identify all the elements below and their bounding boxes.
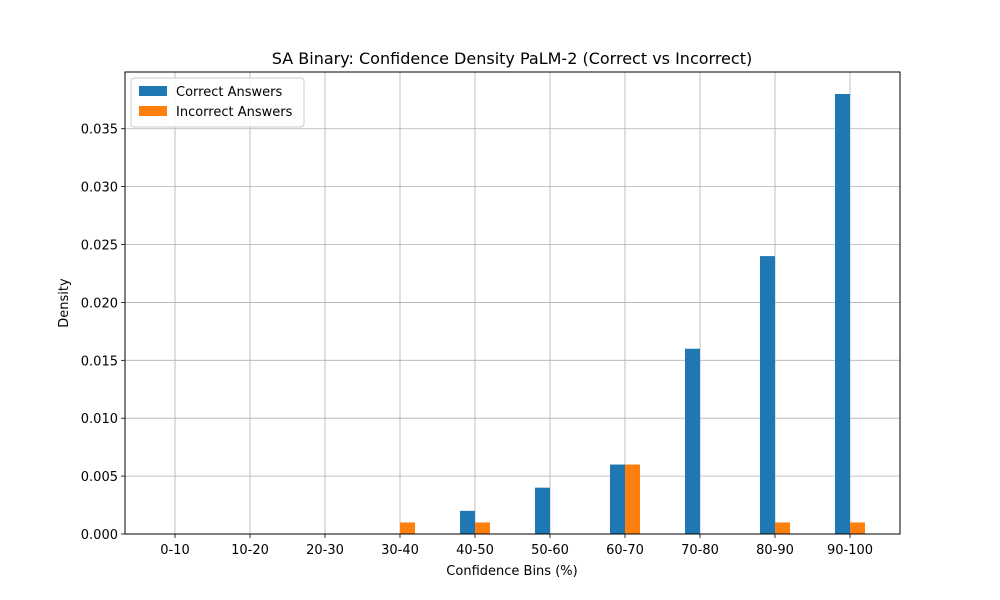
bar-incorrect-30-40 <box>400 522 415 534</box>
bar-incorrect-90-100 <box>850 522 865 534</box>
bar-correct-40-50 <box>460 510 475 534</box>
y-tick-label: 0.015 <box>81 354 118 369</box>
x-axis-ticks: 0-10 10-20 20-30 30-40 40-50 50-60 60-70 70-80 8… <box>160 534 873 558</box>
y-tick-label: 0.035 <box>81 123 118 138</box>
bar-incorrect-60-70 <box>625 464 640 534</box>
y-tick-label: 0.005 <box>81 470 118 485</box>
legend-label-incorrect: Incorrect Answers <box>176 105 293 120</box>
bar-correct-90-100 <box>835 94 850 534</box>
x-tick-label: 20-30 <box>306 543 344 558</box>
bars <box>400 94 865 534</box>
bar-correct-70-80 <box>685 348 700 534</box>
x-tick-label: 80-90 <box>756 543 794 558</box>
chart-title: SA Binary: Confidence Density PaLM-2 (Co… <box>272 49 752 68</box>
x-tick-label: 10-20 <box>231 543 269 558</box>
y-tick-label: 0.025 <box>81 239 118 254</box>
bar-correct-80-90 <box>760 256 775 534</box>
y-tick-label: 0.000 <box>81 528 118 543</box>
legend-swatch-incorrect <box>139 106 167 116</box>
y-axis-ticks: 0.000 0.005 0.010 0.015 0.020 0.025 0.030 0.035 <box>81 123 125 543</box>
plot-frame <box>124 71 901 535</box>
bar-incorrect-40-50 <box>475 522 490 534</box>
legend-box <box>130 77 305 128</box>
legend-label-correct: Correct Answers <box>176 85 282 100</box>
bar-correct-50-60 <box>535 487 550 534</box>
bar-incorrect-80-90 <box>775 522 790 534</box>
x-tick-label: 0-10 <box>160 543 190 558</box>
x-tick-label: 70-80 <box>681 543 719 558</box>
y-tick-label: 0.030 <box>81 181 118 196</box>
x-axis-label: Confidence Bins (%) <box>446 564 577 579</box>
x-tick-label: 30-40 <box>381 543 419 558</box>
x-tick-label: 90-100 <box>827 543 873 558</box>
legend-swatch-correct <box>139 86 167 96</box>
y-axis-label: Density <box>57 278 72 328</box>
legend: Correct Answers Incorrect Answers <box>130 77 305 128</box>
x-tick-label: 60-70 <box>606 543 644 558</box>
y-tick-label: 0.010 <box>81 412 118 427</box>
y-tick-label: 0.020 <box>81 296 118 311</box>
x-tick-label: 40-50 <box>456 543 494 558</box>
bar-correct-60-70 <box>610 464 625 534</box>
x-tick-label: 50-60 <box>531 543 569 558</box>
plot-area <box>125 72 900 534</box>
